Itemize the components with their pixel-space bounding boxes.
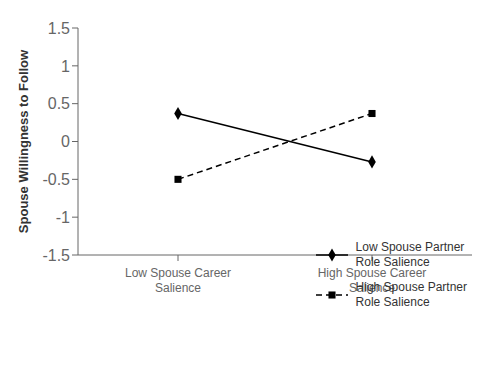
svg-text:0.5: 0.5 <box>48 95 70 112</box>
svg-text:-0.5: -0.5 <box>42 171 70 188</box>
svg-text:0: 0 <box>61 133 70 150</box>
svg-text:High Spouse CareerSalience: High Spouse CareerSalience <box>318 266 427 295</box>
svg-text:-1.5: -1.5 <box>42 247 70 264</box>
svg-text:-1: -1 <box>56 209 70 226</box>
svg-text:1.5: 1.5 <box>48 20 70 37</box>
svg-text:1: 1 <box>61 58 70 75</box>
svg-text:Low Spouse CareerSalience: Low Spouse CareerSalience <box>125 266 231 295</box>
svg-text:Spouse Willingness to Follow: Spouse Willingness to Follow <box>16 49 31 233</box>
